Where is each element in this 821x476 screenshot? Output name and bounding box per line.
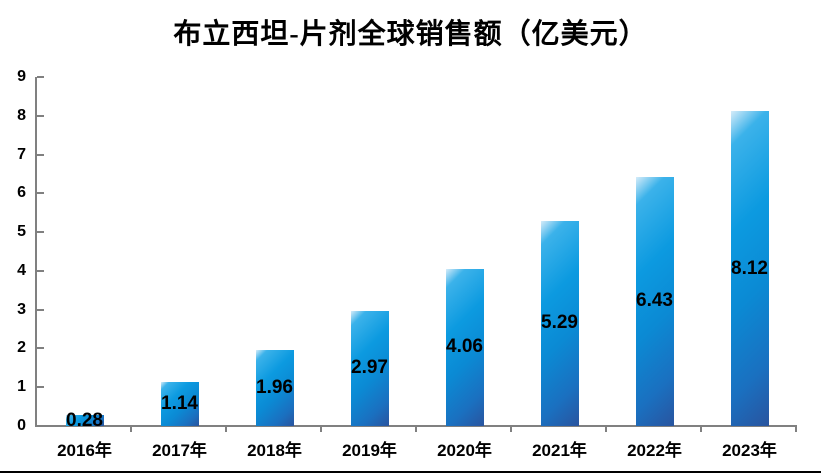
bar: 8.12 (730, 111, 769, 426)
y-axis-tick (37, 114, 44, 117)
bar: 1.14 (160, 381, 199, 426)
x-axis-tick (700, 427, 702, 432)
bar: 5.29 (540, 220, 579, 426)
x-axis-tick (510, 427, 512, 432)
y-tick-label: 8 (17, 106, 26, 124)
x-axis-line (35, 425, 797, 427)
y-axis-tick (37, 231, 44, 234)
bar: 4.06 (445, 268, 484, 426)
y-axis-tick (37, 192, 44, 195)
y-tick-label: 9 (17, 68, 26, 85)
bar-value-label: 1.14 (161, 392, 198, 414)
bar-value-label: 4.06 (446, 336, 483, 358)
y-axis-tick (37, 308, 44, 311)
y-tick-label: 5 (17, 223, 26, 241)
y-tick-label: 7 (17, 145, 26, 163)
bar: 0.28 (65, 410, 104, 431)
bar-value-label: 5.29 (541, 312, 578, 334)
y-tick-label: 1 (17, 378, 26, 396)
x-axis-label: 2021年 (532, 441, 587, 460)
y-axis-tick (37, 153, 44, 156)
bar-value-label: 1.96 (256, 376, 293, 398)
y-axis-tick (37, 386, 44, 389)
y-tick-label: 4 (17, 261, 26, 279)
bar: 1.96 (255, 349, 294, 426)
y-tick-label: 2 (17, 339, 26, 357)
x-axis-label: 2016年 (57, 441, 112, 460)
bar: 2.97 (350, 310, 389, 426)
x-axis-label: 2020年 (437, 441, 492, 460)
bar-value-label: 2.97 (351, 357, 388, 379)
chart-title: 布立西坦-片剂全球销售额（亿美元） (173, 19, 648, 50)
y-axis-tick (37, 347, 44, 350)
x-axis-tick (415, 427, 417, 432)
x-axis-label: 2022年 (627, 441, 682, 460)
y-tick-label: 0 (17, 417, 26, 434)
bar-value-label: 6.43 (636, 290, 673, 312)
y-axis-tick (37, 76, 44, 78)
x-axis-tick (225, 427, 227, 432)
bar: 6.43 (635, 176, 674, 426)
x-axis-label: 2017年 (152, 441, 207, 460)
x-axis-label: 2019年 (342, 441, 397, 460)
bar-value-label: 8.12 (731, 257, 768, 279)
y-tick-label: 3 (17, 300, 26, 318)
x-axis-label: 2023年 (722, 441, 777, 460)
x-axis-tick (795, 427, 797, 432)
bottom-border-line (0, 471, 821, 473)
x-axis-label: 2018年 (247, 441, 302, 460)
y-tick-label: 6 (17, 184, 26, 202)
y-axis-line (35, 77, 37, 426)
y-axis-tick (37, 269, 44, 272)
x-axis-tick (320, 427, 322, 432)
bar-value-label: 0.28 (66, 409, 103, 431)
x-axis-tick (130, 427, 132, 432)
x-axis-tick (605, 427, 607, 432)
